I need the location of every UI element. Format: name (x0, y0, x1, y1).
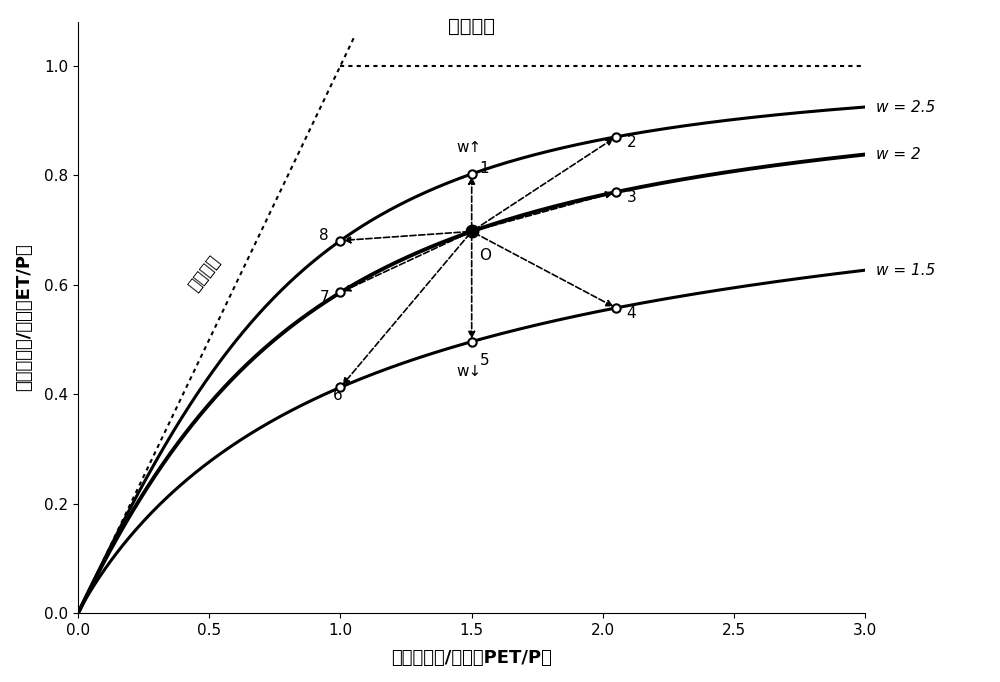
Text: w = 2.5: w = 2.5 (876, 100, 935, 115)
Text: w↓: w↓ (456, 364, 482, 379)
Text: 8: 8 (319, 228, 329, 243)
Text: O: O (480, 248, 492, 263)
Text: w↑: w↑ (456, 140, 482, 155)
Text: w = 1.5: w = 1.5 (876, 263, 935, 278)
Text: 7: 7 (319, 291, 329, 306)
Text: 2: 2 (627, 135, 636, 150)
Text: 5: 5 (480, 353, 489, 368)
Text: w = 2: w = 2 (876, 147, 921, 162)
Text: 6: 6 (333, 388, 342, 403)
Text: 能量限制: 能量限制 (185, 252, 223, 295)
Text: 3: 3 (627, 190, 636, 205)
Text: 4: 4 (627, 306, 636, 321)
X-axis label: 潜在蒸散发/降水（PET/P）: 潜在蒸散发/降水（PET/P） (391, 649, 552, 667)
Text: 水量限制: 水量限制 (448, 16, 495, 35)
Text: 1: 1 (480, 161, 489, 176)
Y-axis label: 实际蒸散发/降水（ET/P）: 实际蒸散发/降水（ET/P） (15, 243, 33, 391)
